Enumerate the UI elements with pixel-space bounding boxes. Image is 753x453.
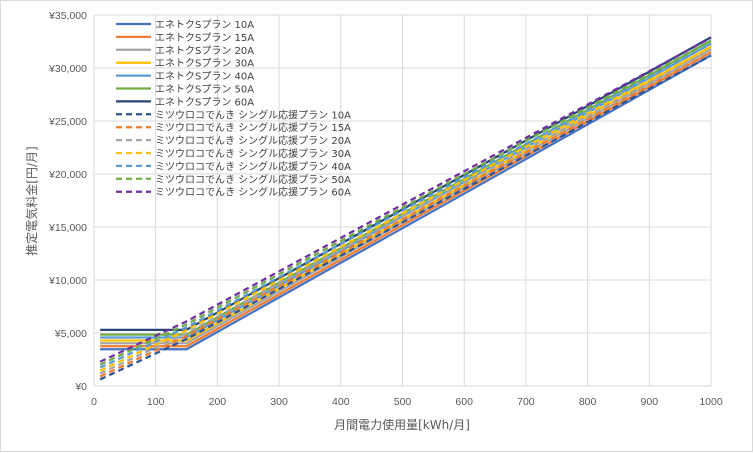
y-tick-label: ¥30,000 [48, 63, 87, 75]
x-axis-title: 月間電力使用量[kWh/月] [334, 417, 470, 432]
legend-label: ミツウロコでんき シングル応援プラン 10A [155, 108, 351, 121]
series-line-13 [99, 39, 712, 366]
legend-label: エネトクSプラン 15A [155, 32, 254, 44]
x-tick-label: 200 [209, 396, 227, 408]
series-line-9 [99, 51, 712, 378]
legend-label: エネトクSプラン 30A [155, 58, 254, 70]
legend-label: エネトクSプラン 50A [155, 84, 254, 96]
legend-label: ミツウロコでんき シングル応援プラン 30A [155, 147, 351, 160]
y-axis-title: 推定電気料金[円/月] [24, 146, 39, 255]
grid [93, 14, 712, 387]
y-axis-tick-labels: ¥0 ¥5,000 ¥10,000 ¥15,000 ¥20,000 ¥25,000 ¥30,… [48, 10, 87, 393]
x-tick-label: 800 [579, 396, 597, 408]
series-line-2 [100, 51, 712, 348]
y-tick-label: ¥25,000 [48, 116, 87, 128]
legend-label: ミツウロコでんき シングル応援プラン 40A [155, 160, 351, 173]
series-line-14 [99, 36, 712, 363]
series-layer [99, 36, 712, 381]
x-tick-label: 400 [332, 396, 350, 408]
legend-label: ミツウロコでんき シングル応援プラン 50A [155, 173, 351, 186]
series-line-10 [99, 48, 712, 375]
series-line-12 [99, 42, 712, 369]
legend-label: エネトクSプラン 10A [155, 19, 254, 31]
x-tick-label: 1000 [699, 396, 723, 408]
y-tick-label: ¥35,000 [48, 10, 87, 22]
legend-label: ミツウロコでんき シングル応援プラン 15A [155, 121, 351, 134]
y-tick-label: ¥15,000 [48, 222, 87, 234]
series-line-11 [99, 45, 712, 372]
y-tick-label: ¥20,000 [48, 169, 87, 181]
x-tick-label: 700 [517, 396, 535, 408]
legend-label: エネトクSプラン 60A [155, 96, 254, 108]
x-tick-label: 600 [455, 396, 473, 408]
x-tick-label: 500 [394, 396, 412, 408]
y-tick-label: ¥10,000 [48, 275, 87, 287]
legend-label: ミツウロコでんき シングル応援プラン 20A [155, 134, 351, 147]
x-tick-label: 300 [270, 396, 288, 408]
series-line-8 [99, 54, 712, 381]
legend-label: エネトクSプラン 40A [155, 71, 254, 83]
y-tick-label: ¥5,000 [54, 328, 87, 340]
x-tick-label: 0 [91, 396, 97, 408]
x-tick-label: 900 [641, 396, 659, 408]
y-tick-label: ¥0 [74, 381, 87, 393]
x-tick-label: 100 [147, 396, 165, 408]
x-axis-tick-labels: 0 100 200 300 400 500 600 700 800 900 1000 [91, 396, 723, 408]
legend-label: ミツウロコでんき シングル応援プラン 60A [155, 186, 351, 199]
legend-label: エネトクSプラン 20A [155, 45, 254, 57]
